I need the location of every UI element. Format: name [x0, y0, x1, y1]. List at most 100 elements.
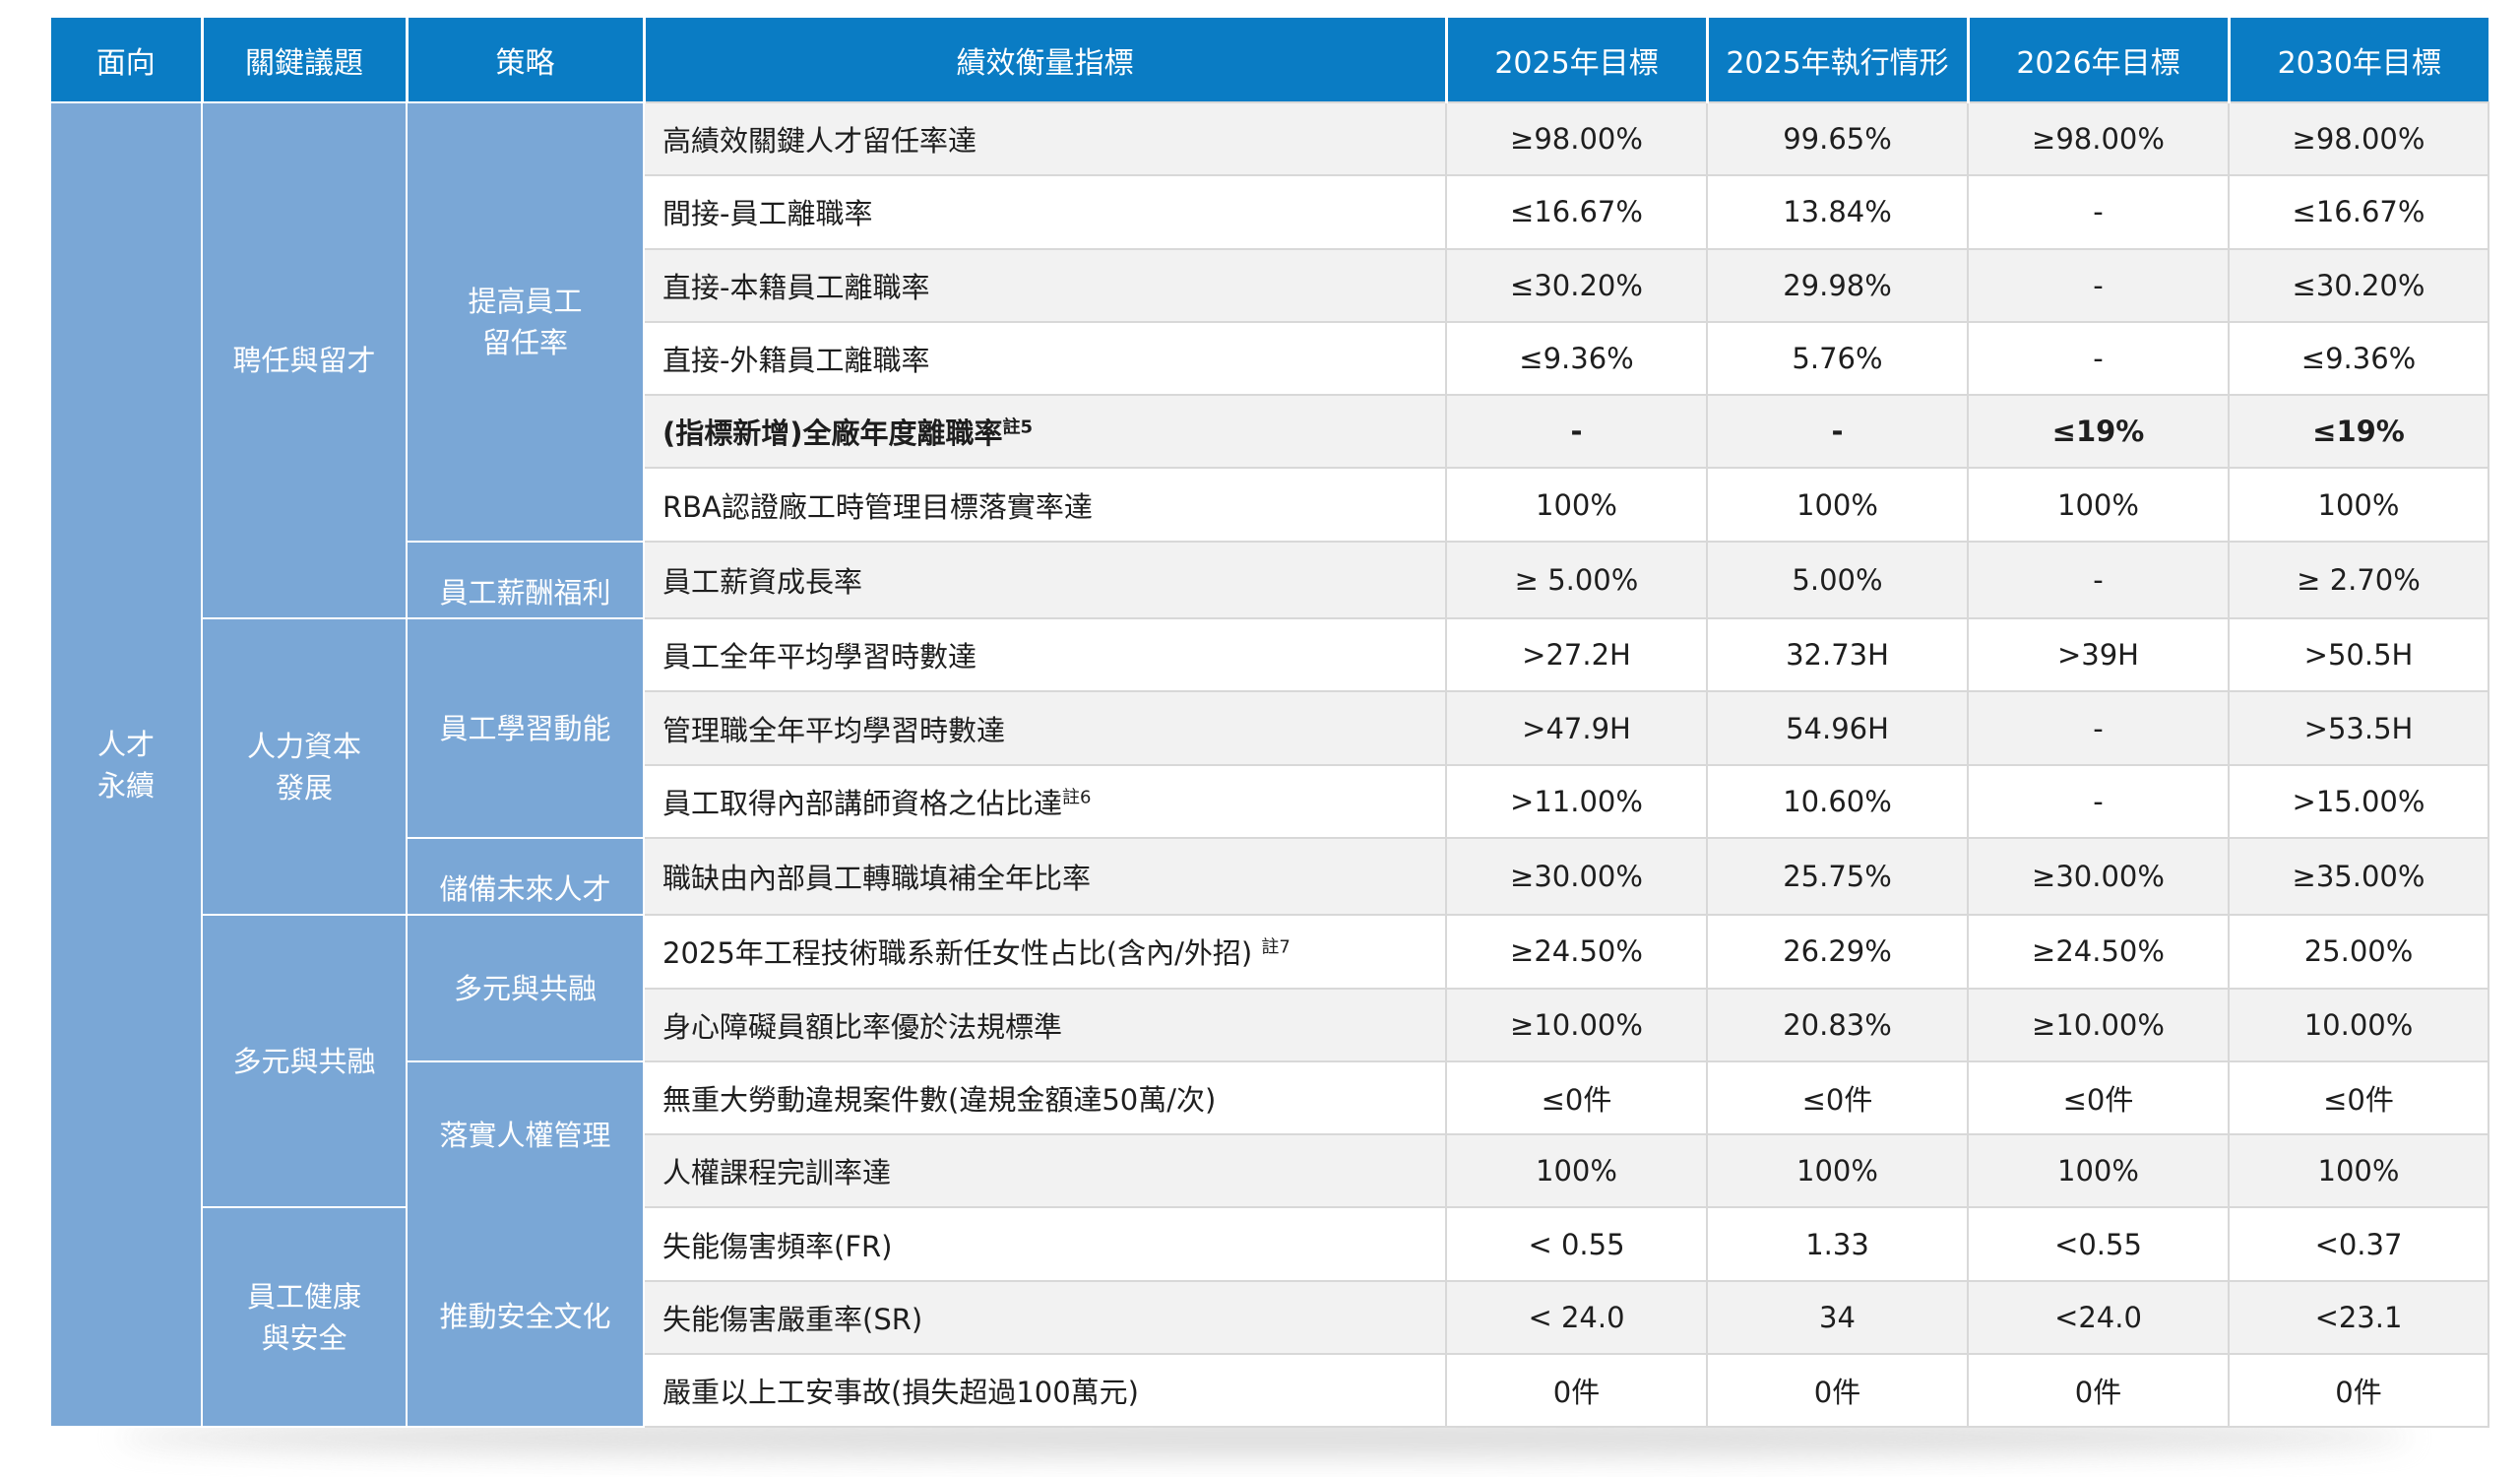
indicator-text: 人權課程完訓率達	[662, 1156, 892, 1190]
indicator-cell: 失能傷害頻率(FR)	[643, 1206, 1447, 1282]
target-2025-cell: ≥24.50%	[1445, 914, 1708, 990]
target-2025-cell: 100%	[1445, 1133, 1708, 1209]
target-2025-cell: ≤0件	[1445, 1060, 1708, 1136]
target-2025-cell: ≥98.00%	[1445, 100, 1708, 177]
header-target-2026: 2026年目標	[1968, 18, 2231, 102]
indicator-cell: 管理職全年平均學習時數達	[643, 690, 1447, 766]
target-2026-cell: -	[1967, 763, 2230, 839]
dimension-cell: 人才 永續	[51, 100, 203, 1429]
target-2025-cell: 100%	[1445, 467, 1708, 543]
actual-2025-cell: 1.33	[1706, 1206, 1969, 1282]
table-row: 員工取得內部講師資格之佔比達註6 >11.00% 10.60% - >15.00%	[51, 763, 2489, 839]
actual-2025-cell: 0件	[1706, 1353, 1969, 1429]
target-2026-cell: -	[1967, 540, 2230, 620]
table-row: 失能傷害嚴重率(SR) < 24.0 34 <24.0 <23.1	[51, 1279, 2489, 1356]
target-2030-cell: 100%	[2228, 1133, 2489, 1209]
header-target-2025: 2025年目標	[1446, 18, 1709, 102]
actual-2025-cell: 32.73H	[1706, 617, 1969, 693]
target-2026-cell: <24.0	[1967, 1279, 2230, 1356]
target-2025-cell: ≤9.36%	[1445, 320, 1708, 397]
target-2030-cell: >50.5H	[2228, 617, 2489, 693]
indicator-text: 管理職全年平均學習時數達	[662, 713, 1006, 747]
target-2025-cell: ≥10.00%	[1445, 987, 1708, 1062]
header-indicator: 績效衡量指標	[644, 18, 1448, 102]
header-dimension: 面向	[51, 18, 204, 102]
indicator-cell: RBA認證廠工時管理目標落實率達	[643, 467, 1447, 543]
target-2030-cell: 10.00%	[2228, 987, 2489, 1062]
actual-2025-cell: ≤0件	[1706, 1060, 1969, 1136]
strategy-cell: 提高員工 留任率	[406, 101, 645, 543]
kpi-table: 面向 關鍵議題 策略 績效衡量指標 2025年目標 2025年執行情形 2026…	[51, 18, 2489, 1429]
indicator-cell: 失能傷害嚴重率(SR)	[643, 1279, 1447, 1356]
actual-2025-cell: 99.65%	[1706, 100, 1969, 177]
actual-2025-cell: 5.00%	[1706, 540, 1969, 620]
table-row: 員工健康 與安全 推動安全文化 失能傷害頻率(FR) < 0.55 1.33 <0.55 <0…	[51, 1206, 2489, 1429]
target-2026-cell: ≤0件	[1967, 1060, 2230, 1136]
target-2025-cell: >11.00%	[1445, 763, 1708, 839]
issue-cell: 員工健康 與安全	[201, 1206, 408, 1429]
issue-cell: 人力資本 發展	[201, 617, 408, 917]
target-2030-cell: ≥35.00%	[2228, 836, 2489, 917]
header-row: 面向 關鍵議題 策略 績效衡量指標 2025年目標 2025年執行情形 2026…	[51, 18, 2488, 102]
actual-2025-cell: 13.84%	[1706, 174, 1969, 250]
indicator-text: 失能傷害頻率(FR)	[662, 1229, 893, 1263]
strategy-cell: 儲備未來人才	[406, 836, 645, 917]
indicator-text: 員工全年平均學習時數達	[662, 640, 977, 674]
indicator-cell: 職缺由內部員工轉職填補全年比率	[643, 836, 1447, 917]
target-2030-cell: 0件	[2228, 1353, 2489, 1429]
table-row: 嚴重以上工安事故(損失超過100萬元) 0件 0件 0件 0件	[51, 1353, 2489, 1429]
strategy-cell: 多元與共融	[406, 914, 645, 1062]
indicator-cell: 身心障礙員額比率優於法規標準	[643, 987, 1447, 1062]
table-row: 人才 永續 聘任與留才 提高員工 留任率 高績效關鍵人才留任率達 ≥98.00% 99.65%…	[51, 100, 2489, 1429]
indicator-text: 員工薪資成長率	[662, 564, 863, 599]
strategy-cell: 員工薪酬福利	[406, 540, 645, 620]
table-row: 員工薪酬福利 員工薪資成長率 ≥ 5.00% 5.00% - ≥ 2.70%	[51, 540, 2489, 620]
target-2030-cell: >15.00%	[2228, 763, 2489, 839]
target-2026-cell: -	[1967, 247, 2230, 323]
indicator-cell: 無重大勞動違規案件數(違規金額達50萬/次)	[643, 1060, 1447, 1136]
target-2025-cell: >27.2H	[1445, 617, 1708, 693]
table-row: 身心障礙員額比率優於法規標準 ≥10.00% 20.83% ≥10.00% 10.00%	[51, 987, 2489, 1062]
table-row: 直接-外籍員工離職率 ≤9.36% 5.76% - ≤9.36%	[51, 320, 2489, 397]
strategy-cell: 員工學習動能	[406, 617, 645, 839]
target-2025-cell: >47.9H	[1445, 690, 1708, 766]
target-2026-cell: <0.55	[1967, 1206, 2230, 1282]
target-2025-cell: < 24.0	[1445, 1279, 1708, 1356]
indicator-cell: 2025年工程技術職系新任女性占比(含內/外招) 註7	[643, 914, 1447, 990]
target-2030-cell: >53.5H	[2228, 690, 2489, 766]
actual-2025-cell: 10.60%	[1706, 763, 1969, 839]
actual-2025-cell: 5.76%	[1706, 320, 1969, 397]
actual-2025-cell: 100%	[1706, 467, 1969, 543]
target-2030-cell: ≥98.00%	[2228, 100, 2489, 177]
table-row: 落實人權管理 無重大勞動違規案件數(違規金額達50萬/次) ≤0件 ≤0件 ≤0件 ≤0件	[51, 1060, 2489, 1208]
footnote-ref: 註5	[1002, 417, 1034, 438]
target-2026-cell: ≥30.00%	[1967, 836, 2230, 917]
target-2030-cell: <23.1	[2228, 1279, 2489, 1356]
indicator-text: 無重大勞動違規案件數(違規金額達50萬/次)	[662, 1083, 1217, 1117]
target-2030-cell: ≤9.36%	[2228, 320, 2489, 397]
target-2026-cell: 100%	[1967, 1133, 2230, 1209]
target-2030-cell: ≤19%	[2228, 394, 2489, 470]
target-2030-cell: 100%	[2228, 467, 2489, 543]
target-2025-cell: ≤16.67%	[1445, 174, 1708, 250]
target-2030-cell: ≥ 2.70%	[2228, 540, 2489, 620]
target-2026-cell: ≥24.50%	[1967, 914, 2230, 990]
target-2030-cell: ≤0件	[2228, 1060, 2489, 1136]
table-row: 人力資本 發展 員工學習動能 員工全年平均學習時數達 >27.2H 32.73H >39H >…	[51, 617, 2489, 917]
target-2026-cell: ≥10.00%	[1967, 987, 2230, 1062]
indicator-cell: (指標新增)全廠年度離職率註5	[643, 394, 1447, 470]
target-2030-cell: ≤16.67%	[2228, 174, 2489, 250]
table-row: 直接-本籍員工離職率 ≤30.20% 29.98% - ≤30.20%	[51, 247, 2489, 323]
strategy-cell: 落實人權管理	[406, 1060, 645, 1208]
indicator-text: 嚴重以上工安事故(損失超過100萬元)	[662, 1376, 1139, 1410]
actual-2025-cell: 25.75%	[1706, 836, 1969, 917]
header-actual-2025: 2025年執行情形	[1707, 18, 1970, 102]
table-row: 間接-員工離職率 ≤16.67% 13.84% - ≤16.67%	[51, 174, 2489, 250]
table-row: 多元與共融 多元與共融 2025年工程技術職系新任女性占比(含內/外招) 註7 ≥24…	[51, 914, 2489, 1209]
actual-2025-cell: 54.96H	[1706, 690, 1969, 766]
target-2026-cell: ≥98.00%	[1967, 100, 2230, 177]
target-2026-cell: 0件	[1967, 1353, 2230, 1429]
indicator-text: 間接-員工離職率	[662, 197, 873, 231]
indicator-cell: 人權課程完訓率達	[643, 1133, 1447, 1209]
footnote-ref: 註7	[1261, 936, 1291, 958]
